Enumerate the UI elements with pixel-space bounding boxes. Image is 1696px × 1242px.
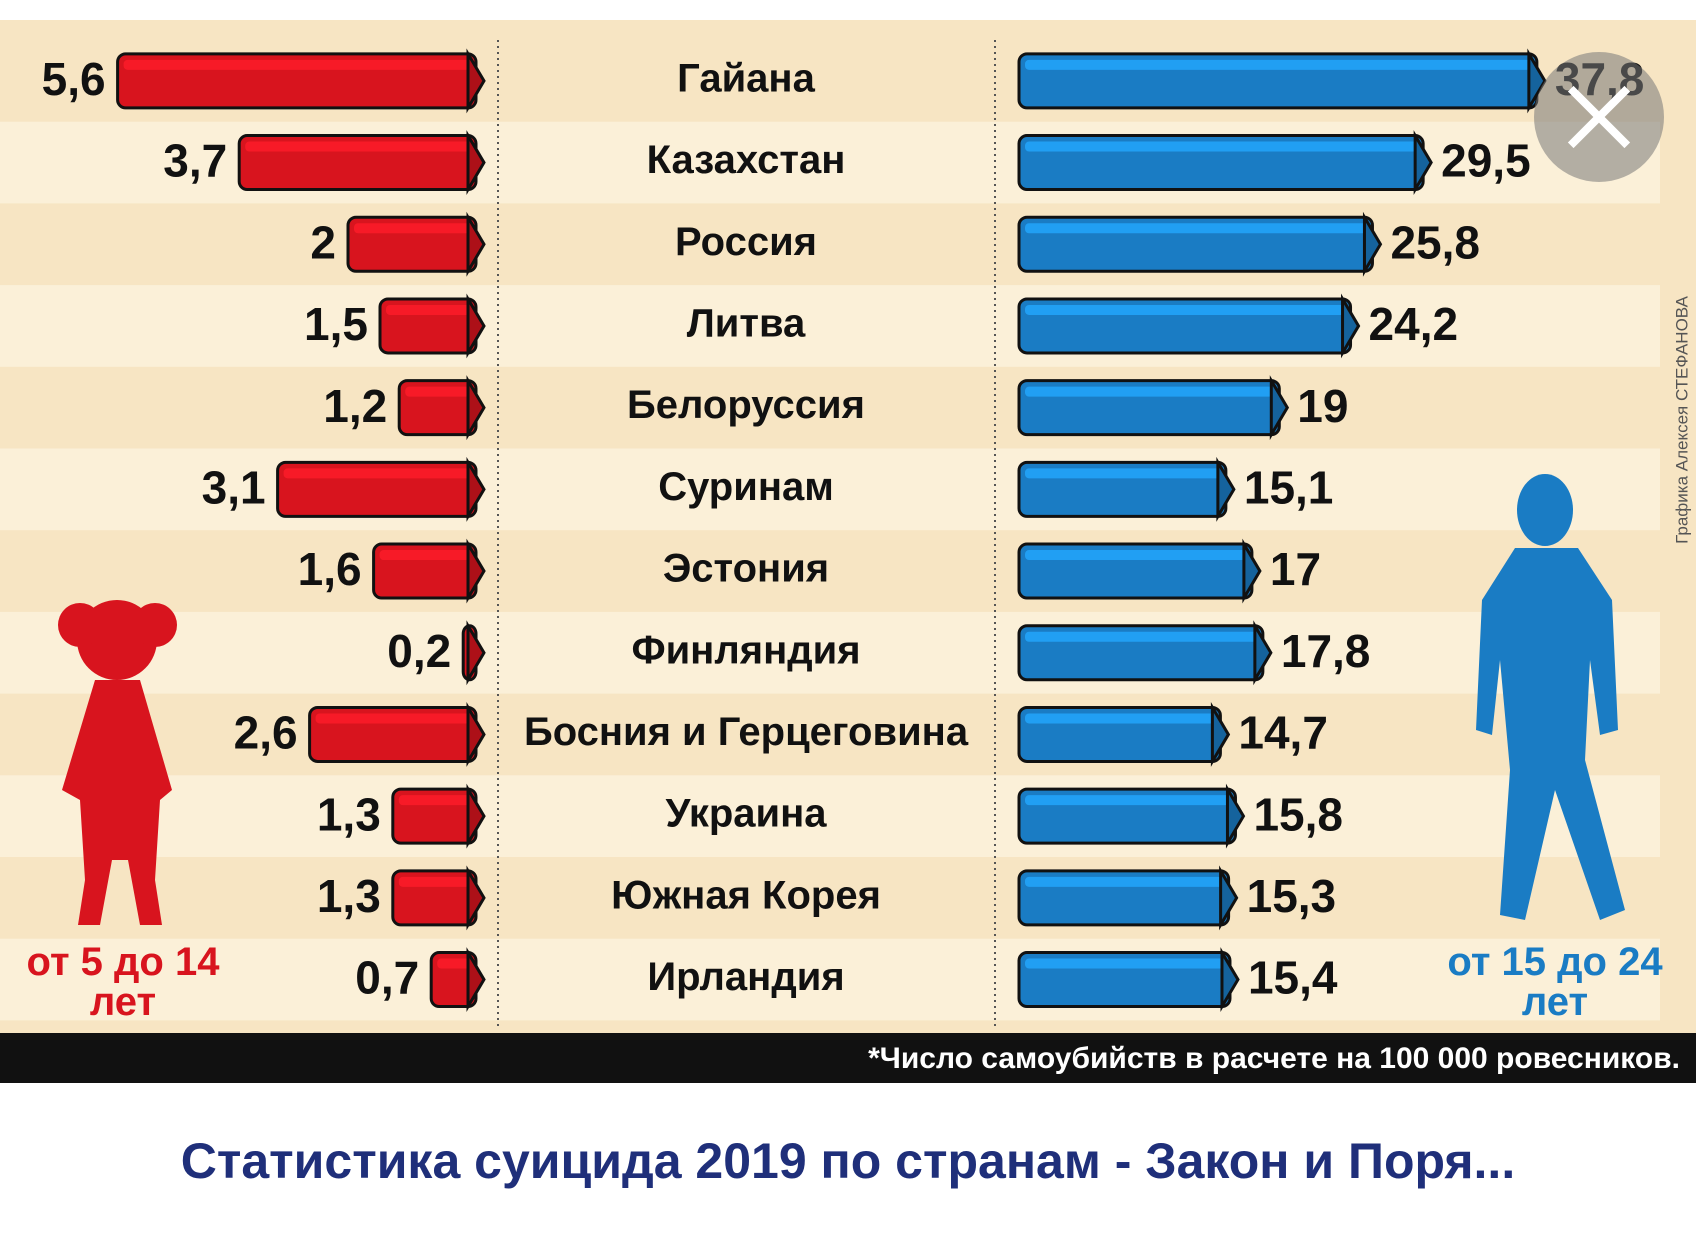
bar-cap	[1220, 947, 1240, 1013]
bar-cap	[466, 375, 486, 441]
legend-entry: от 15 до 24 лет	[1447, 940, 1663, 1024]
bar-highlight	[1025, 468, 1220, 479]
category-label: Босния и Герцеговина	[524, 710, 969, 754]
value-label: 2	[310, 216, 336, 268]
girl-silhouette	[58, 600, 177, 925]
bar-cap	[1362, 211, 1383, 277]
bar-cap	[466, 620, 486, 686]
bar-cap	[1242, 538, 1262, 604]
value-label: 25,8	[1390, 216, 1480, 268]
bar-highlight	[1025, 223, 1367, 234]
value-label: 1,3	[317, 788, 381, 840]
row-stripe	[0, 285, 1660, 367]
bar-cap	[466, 701, 486, 767]
bar-highlight	[398, 876, 470, 887]
bar-highlight	[245, 141, 470, 152]
category-label: Литва	[687, 302, 806, 346]
value-label: 24,2	[1369, 298, 1459, 350]
category-label: Украина	[665, 792, 827, 836]
bar-cap	[1225, 783, 1246, 849]
row-stripe	[0, 611, 1660, 694]
bar-cap	[466, 865, 486, 931]
bar-highlight	[1025, 795, 1230, 806]
value-label: 17,8	[1281, 625, 1371, 677]
image-caption: Статистика суицида 2019 по странам - Зак…	[180, 1133, 1516, 1189]
bar-highlight	[283, 468, 470, 479]
category-label: Финляндия	[631, 628, 860, 672]
bar-cap	[1413, 130, 1433, 196]
bar-cap	[466, 293, 486, 359]
bar-cap	[1341, 293, 1361, 359]
value-label: 1,6	[298, 543, 362, 595]
bar-cap	[466, 211, 486, 277]
bar-highlight	[1025, 550, 1246, 561]
category-label: Южная Корея	[611, 873, 881, 917]
value-label: 3,7	[163, 135, 227, 187]
value-label: 1,3	[317, 870, 381, 922]
category-label: Белоруссия	[627, 383, 865, 427]
bar-highlight	[386, 304, 470, 315]
bar-highlight	[1025, 386, 1274, 397]
bar-highlight	[1025, 958, 1224, 969]
bar-highlight	[1025, 59, 1531, 70]
bar-cap	[466, 48, 486, 114]
bar-highlight	[398, 795, 470, 806]
value-label: 29,5	[1441, 135, 1531, 187]
credit: Графика Алексея СТЕФАНОВА	[1672, 295, 1691, 543]
bar-highlight	[1025, 631, 1257, 642]
category-label: Гайана	[677, 56, 815, 100]
bar-cap	[1253, 620, 1273, 686]
bar-cap	[1210, 701, 1231, 767]
bar-highlight	[1025, 876, 1223, 887]
bar-highlight	[379, 550, 470, 561]
bar-highlight	[315, 713, 470, 724]
bar-highlight	[354, 223, 470, 234]
bar-cap	[466, 947, 486, 1013]
bar-highlight	[1025, 141, 1418, 152]
bar-cap	[466, 783, 486, 849]
value-label: 15,3	[1247, 870, 1337, 922]
value-label: 1,2	[323, 380, 387, 432]
bar-cap	[466, 538, 486, 604]
bar-cap	[466, 456, 486, 522]
value-label: 17	[1270, 543, 1321, 595]
value-label: 1,5	[304, 298, 368, 350]
footer-bar	[0, 1033, 1696, 1083]
bar-highlight	[123, 59, 470, 70]
value-label: 0,7	[355, 952, 419, 1004]
value-label: 15,8	[1253, 788, 1343, 840]
close-button[interactable]	[1534, 52, 1664, 182]
category-label: Ирландия	[647, 955, 844, 999]
value-label: 15,1	[1244, 462, 1334, 514]
bar-highlight	[1025, 304, 1345, 315]
bar-highlight	[1025, 713, 1215, 724]
category-label: Россия	[675, 220, 817, 264]
value-label: 14,7	[1238, 707, 1328, 759]
bar-cap	[1216, 456, 1236, 522]
value-label: 19	[1297, 380, 1348, 432]
bar-highlight	[437, 958, 470, 969]
category-label: Суринам	[658, 465, 834, 509]
boy-silhouette	[1476, 474, 1625, 920]
value-label: 3,1	[202, 462, 266, 514]
category-label: Эстония	[663, 547, 829, 591]
bar-cap	[1269, 375, 1290, 441]
row-stripe	[0, 938, 1660, 1021]
value-label: 0,2	[387, 625, 451, 677]
value-label: 15,4	[1248, 952, 1338, 1004]
value-label: 5,6	[42, 53, 106, 105]
footnote: *Число самоубийств в расчете на 100 000 …	[868, 1042, 1680, 1075]
bar-highlight	[405, 386, 470, 397]
value-label: 2,6	[234, 707, 298, 759]
bar-cap	[1219, 865, 1239, 931]
row-stripe	[0, 775, 1660, 857]
legend-entry: от 5 до 14 лет	[26, 940, 220, 1024]
category-label: Казахстан	[647, 138, 846, 182]
bar-cap	[466, 130, 486, 196]
